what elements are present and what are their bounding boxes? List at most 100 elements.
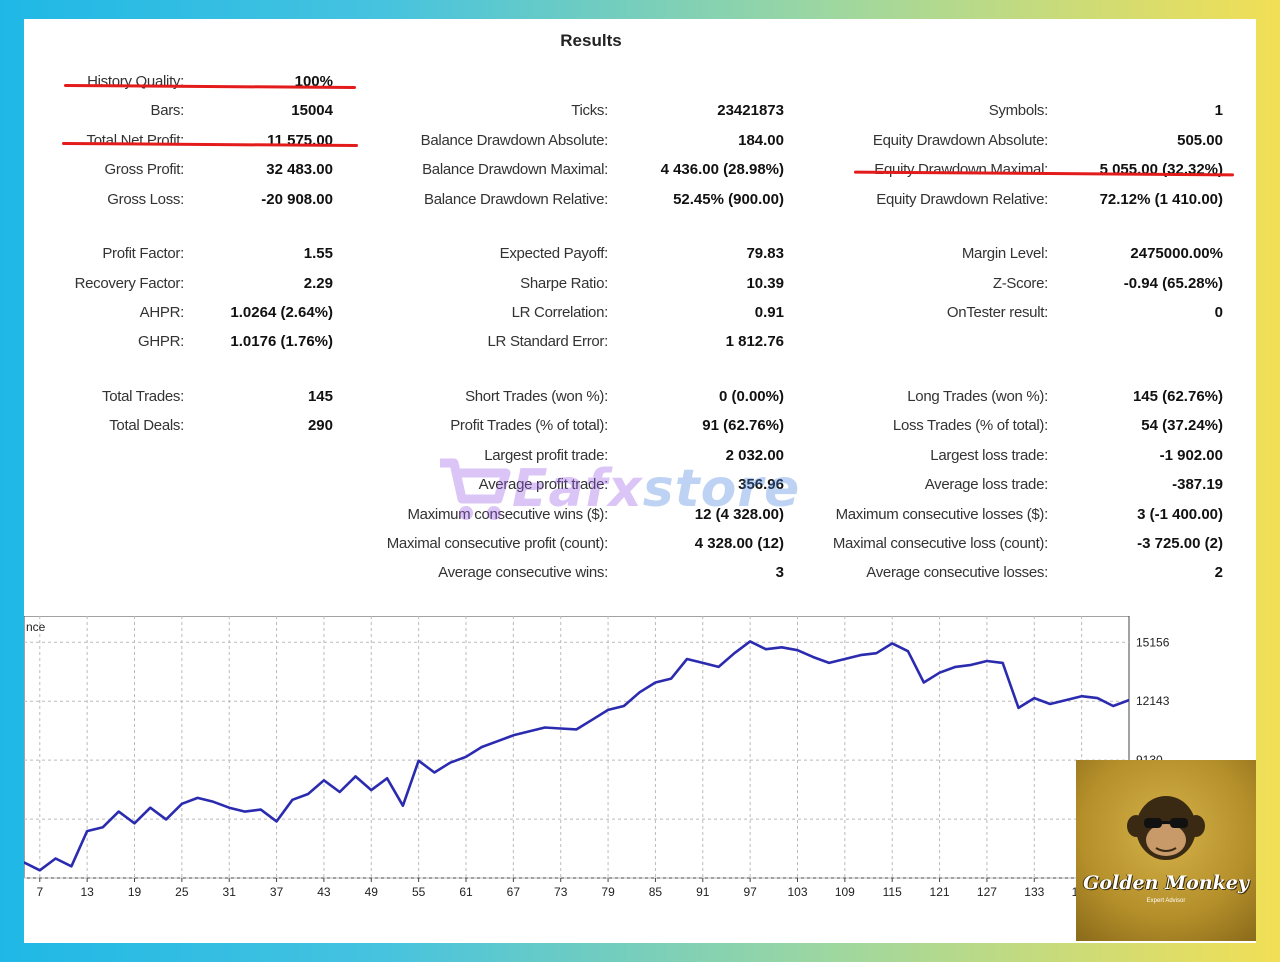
- col2-value: 52.45% (900.00): [673, 191, 784, 208]
- col1-value: 2.29: [303, 275, 333, 292]
- col3-label: Equity Drawdown Relative:: [876, 191, 1048, 208]
- x-tick-label: 43: [317, 885, 331, 899]
- col3-value: 3 (-1 400.00): [1137, 506, 1223, 523]
- col3-label: OnTester result:: [946, 304, 1048, 321]
- x-tick-label: 121: [930, 885, 950, 899]
- y-tick-label: 15156: [1136, 635, 1170, 649]
- monkey-icon: [1127, 796, 1205, 860]
- col1-value: 1.0264 (2.64%): [230, 304, 333, 321]
- series-label: nce: [26, 620, 46, 634]
- col3-value: 505.00: [1177, 132, 1223, 149]
- balance-line: [24, 640, 1130, 872]
- col3-value: 2: [1214, 564, 1223, 581]
- x-tick-label: 91: [696, 885, 710, 899]
- col3-value: 0: [1214, 304, 1223, 321]
- col2-value: 23421873: [717, 102, 784, 119]
- col1-value: 290: [307, 417, 333, 434]
- col1-value: 15004: [291, 102, 333, 119]
- x-tick-label: 67: [507, 885, 521, 899]
- col2-label: Balance Drawdown Maximal:: [422, 161, 608, 178]
- col3-label: Loss Trades (% of total):: [892, 417, 1048, 434]
- col2-value: 4 436.00 (28.98%): [660, 161, 784, 178]
- col1-value: 1.55: [303, 245, 333, 262]
- x-tick-label: 49: [365, 885, 379, 899]
- x-tick-label: 13: [80, 885, 94, 899]
- x-tick-label: 7: [36, 885, 43, 899]
- col3-label: Maximum consecutive losses ($):: [835, 506, 1049, 523]
- col3-value: -1 902.00: [1159, 447, 1223, 464]
- col2-label: LR Standard Error:: [487, 333, 609, 350]
- col3-label: Z-Score:: [992, 275, 1048, 292]
- x-tick-label: 127: [977, 885, 997, 899]
- col1-label: Gross Loss:: [107, 191, 184, 208]
- col2-value: 4 328.00 (12): [694, 535, 784, 552]
- results-stats: History Quality: 100% Bars: 15004 Total Net …: [24, 19, 1256, 609]
- col3-label: Margin Level:: [961, 245, 1048, 262]
- col2-label: Maximal consecutive profit (count):: [386, 535, 609, 552]
- col3-label: Average loss trade:: [924, 476, 1049, 493]
- golden-monkey-logo: Golden Monkey Expert Advisor: [1076, 760, 1256, 941]
- x-tick-label: 97: [743, 885, 757, 899]
- col2-label: Short Trades (won %):: [465, 388, 608, 405]
- col2-label: Sharpe Ratio:: [520, 275, 608, 292]
- col1-label: AHPR:: [139, 304, 185, 321]
- col3-value: -387.19: [1172, 476, 1223, 493]
- col2-label: LR Correlation:: [511, 304, 609, 321]
- col1-label: Gross Profit:: [104, 161, 185, 178]
- col2-label: Average profit trade:: [478, 476, 609, 493]
- col1-value: -20 908.00: [261, 191, 333, 208]
- col2-label: Balance Drawdown Relative:: [424, 191, 608, 208]
- col3-label: Equity Drawdown Absolute:: [872, 132, 1048, 149]
- col1-label: Bars:: [150, 102, 184, 119]
- col3-value: 72.12% (1 410.00): [1099, 191, 1223, 208]
- col2-value: 0.91: [754, 304, 784, 321]
- col2-label: Expected Payoff:: [499, 245, 609, 262]
- col2-value: 184.00: [738, 132, 784, 149]
- col2-value: 356.96: [738, 476, 784, 493]
- col2-value: 0 (0.00%): [718, 388, 784, 405]
- col1-value: 145: [307, 388, 333, 405]
- x-tick-label: 25: [175, 885, 189, 899]
- logo-tagline: Expert Advisor: [1146, 898, 1186, 904]
- x-tick-label: 133: [1024, 885, 1044, 899]
- col2-value: 10.39: [746, 275, 784, 292]
- x-tick-label: 19: [128, 885, 142, 899]
- x-tick-label: 109: [835, 885, 855, 899]
- x-tick-label: 37: [270, 885, 284, 899]
- col2-label: Maximum consecutive wins ($):: [407, 506, 608, 523]
- col3-label: Equity Drawdown Maximal:: [874, 161, 1048, 178]
- col1-label: Profit Factor:: [102, 245, 184, 262]
- col1-value: 32 483.00: [266, 161, 333, 178]
- y-tick-label: 12143: [1136, 694, 1170, 708]
- x-tick-label: 31: [223, 885, 237, 899]
- col2-value: 2 032.00: [725, 447, 784, 464]
- x-tick-label: 115: [883, 885, 902, 899]
- x-tick-label: 79: [601, 885, 615, 899]
- col2-value: 1 812.76: [725, 333, 784, 350]
- results-panel: Results History Quality: 100% Bars: 15004 To…: [24, 19, 1256, 943]
- col3-label: Largest loss trade:: [930, 447, 1048, 464]
- col1-label: Recovery Factor:: [74, 275, 185, 292]
- col3-label: Average consecutive losses:: [866, 564, 1048, 581]
- balance-chart-svg: 1515612143913071319253137434955616773798…: [24, 615, 1170, 899]
- col3-value: 54 (37.24%): [1141, 417, 1223, 434]
- col2-value: 79.83: [746, 245, 784, 262]
- col2-label: Ticks:: [571, 102, 608, 119]
- logo-name: Golden Monkey: [1083, 872, 1249, 894]
- col1-label: Total Trades:: [102, 388, 184, 405]
- col2-value: 91 (62.76%): [702, 417, 784, 434]
- col2-label: Largest profit trade:: [484, 447, 608, 464]
- col3-value: -3 725.00 (2): [1137, 535, 1223, 552]
- col1-value: 1.0176 (1.76%): [230, 333, 333, 350]
- col2-label: Average consecutive wins:: [438, 564, 608, 581]
- results-title: Results: [560, 31, 622, 50]
- col3-label: Maximal consecutive loss (count):: [832, 535, 1048, 552]
- col1-label: Total Deals:: [109, 417, 184, 434]
- balance-chart: 1515612143913071319253137434955616773798…: [24, 615, 1256, 943]
- x-tick-label: 73: [554, 885, 568, 899]
- col2-label: Profit Trades (% of total):: [450, 417, 608, 434]
- col2-value: 3: [775, 564, 784, 581]
- col3-label: Long Trades (won %):: [907, 388, 1048, 405]
- x-tick-label: 103: [787, 885, 807, 899]
- col3-value: -0.94 (65.28%): [1123, 275, 1223, 292]
